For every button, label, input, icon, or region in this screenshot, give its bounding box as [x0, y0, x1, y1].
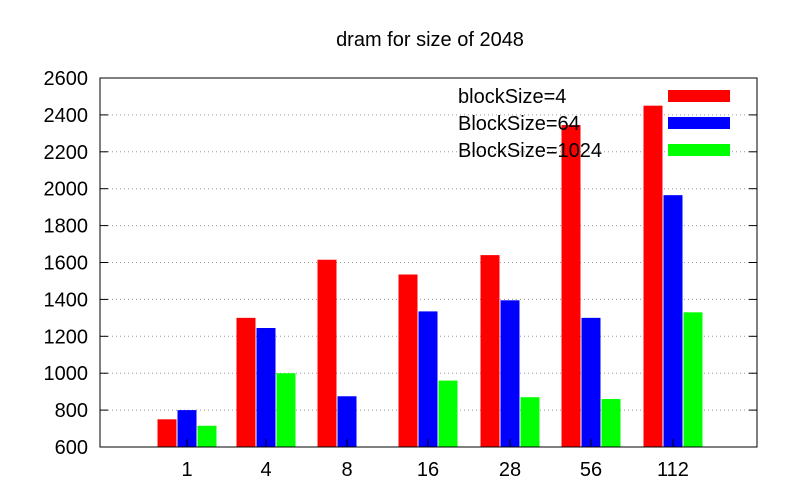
chart-title: dram for size of 2048	[336, 29, 524, 51]
bar-blocksize-1024-28	[520, 397, 540, 447]
legend-label: BlockSize=1024	[458, 140, 602, 162]
bar-blocksize-1024-112	[683, 312, 703, 447]
y-tick-label: 1000	[44, 363, 89, 385]
legend-swatch	[668, 144, 730, 156]
bar-blocksize-1024-4	[276, 373, 296, 447]
y-tick-label: 2400	[44, 105, 89, 127]
legend: blockSize=4 BlockSize=64 BlockSize=1024	[458, 86, 730, 162]
bar-blocksize-4-56	[561, 125, 581, 448]
y-axis-ticks: 600 800 1000 1200 1400 1600 1800 2000 2200 2400 26…	[44, 68, 757, 459]
x-axis-ticks: 1 4 8 16 28 56 112	[181, 439, 689, 481]
legend-label: blockSize=4	[458, 86, 566, 108]
x-tick-label: 112	[657, 459, 689, 481]
bar-blocksize-4-8	[317, 259, 337, 447]
y-tick-label: 2600	[44, 68, 89, 90]
bar-blocksize-64-28	[500, 300, 520, 447]
bar-blocksize-64-56	[581, 317, 601, 447]
x-tick-label: 8	[341, 459, 352, 481]
legend-label: BlockSize=64	[458, 113, 580, 135]
legend-swatch	[668, 90, 730, 102]
bar-blocksize-4-4	[236, 317, 256, 447]
bar-blocksize-64-1	[177, 410, 197, 447]
bar-blocksize-64-112	[663, 195, 683, 447]
bar-blocksize-4-28	[480, 255, 500, 447]
bar-blocksize-64-8	[337, 396, 357, 447]
bar-blocksize-4-1	[157, 419, 177, 447]
y-tick-label: 2000	[44, 179, 89, 201]
bar-blocksize-4-16	[398, 274, 418, 447]
bar-blocksize-64-16	[418, 311, 438, 447]
x-tick-label: 16	[417, 459, 439, 481]
x-tick-label: 56	[580, 459, 602, 481]
bar-blocksize-64-4	[256, 327, 276, 447]
bar-blocksize-1024-56	[601, 399, 621, 447]
y-tick-label: 800	[55, 400, 88, 422]
y-tick-label: 1400	[44, 289, 89, 311]
x-tick-label: 28	[499, 459, 521, 481]
bars	[157, 105, 703, 448]
bar-blocksize-4-112	[643, 105, 663, 448]
x-tick-label: 4	[260, 459, 271, 481]
plot-frame	[99, 77, 758, 448]
bar-blocksize-1024-16	[438, 380, 458, 447]
x-tick-label: 1	[181, 459, 192, 481]
y-tick-label: 1800	[44, 216, 89, 238]
y-tick-label: 1200	[44, 326, 89, 348]
bar-blocksize-1024-1	[197, 425, 217, 447]
y-tick-label: 600	[55, 437, 88, 459]
y-tick-label: 2200	[44, 142, 89, 164]
y-tick-label: 1600	[44, 253, 89, 275]
legend-swatch	[668, 117, 730, 129]
